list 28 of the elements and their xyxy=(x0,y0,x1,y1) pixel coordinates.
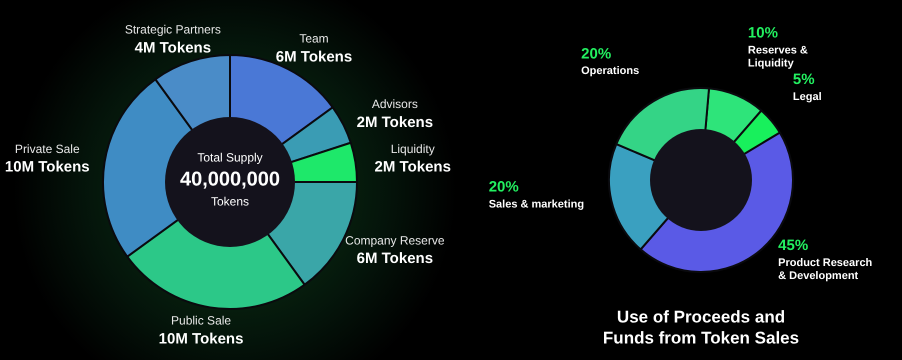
data-label: 6M Tokens xyxy=(276,48,352,66)
slice-label: Legal xyxy=(792,90,822,103)
data-label: 5% xyxy=(792,71,815,88)
slice-label: Private Sale xyxy=(14,142,80,156)
slice-label: Reserves & Liquidity xyxy=(748,44,808,70)
slice-label: Public Sale xyxy=(171,313,232,328)
data-label: 2M Tokens xyxy=(374,158,451,176)
data-label: 20% xyxy=(488,178,519,196)
text: Tokens xyxy=(210,194,250,208)
text: 40,000,000 xyxy=(180,168,280,191)
data-label: 10% xyxy=(748,24,778,42)
slice-label: Company Reserve xyxy=(345,233,445,248)
data-label: 2M Tokens xyxy=(356,114,434,132)
slice-label: Liquidity xyxy=(390,142,435,156)
slice-label: Product Research & Development xyxy=(778,256,873,282)
slice-label: Operations xyxy=(581,65,640,78)
text: Total Supply xyxy=(197,150,263,164)
slice-label: Advisors xyxy=(372,97,418,112)
slice-label: Team xyxy=(299,32,329,46)
slice-label: Strategic Partners xyxy=(124,22,221,37)
data-label: 45% xyxy=(778,237,808,254)
slice-label: Sales & marketing xyxy=(488,198,584,211)
data-label: 10M Tokens xyxy=(4,158,90,176)
data-label: 20% xyxy=(581,45,612,62)
data-label: 10M Tokens xyxy=(158,330,244,348)
text: Use of Proceeds and Funds from Token Sales xyxy=(602,308,800,348)
data-label: 4M Tokens xyxy=(134,39,212,56)
data-label: 6M Tokens xyxy=(356,250,434,268)
